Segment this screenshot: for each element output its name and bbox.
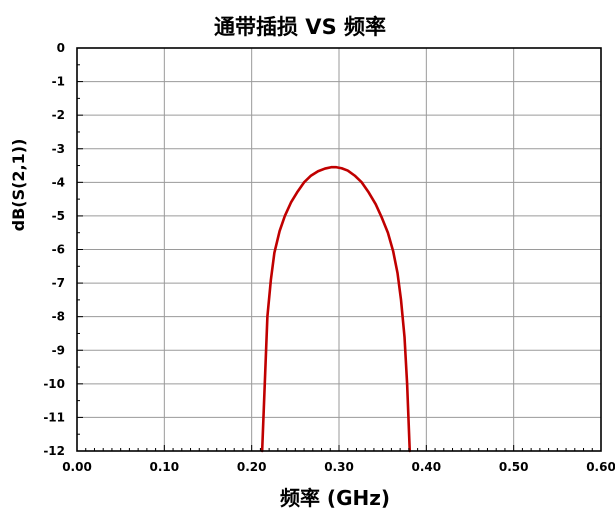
x-tick-label: 0.20 xyxy=(237,460,267,474)
x-tick-label: 0.10 xyxy=(150,460,180,474)
y-axis-label: dB(S(2,1)) xyxy=(9,139,28,232)
x-tick-label: 0.00 xyxy=(62,460,92,474)
y-tick-label: -5 xyxy=(52,209,65,223)
x-tick-label: 0.40 xyxy=(412,460,442,474)
y-tick-label: -11 xyxy=(43,410,65,424)
y-tick-label: -2 xyxy=(52,108,65,122)
chart-title: 通带插损 VS 频率 xyxy=(214,15,386,39)
y-tick-label: -9 xyxy=(52,343,65,357)
y-tick-label: -4 xyxy=(52,175,65,189)
series-layer xyxy=(260,165,412,453)
x-tick-label: 0.50 xyxy=(499,460,529,474)
y-tick-label: -7 xyxy=(52,276,65,290)
x-tick-labels: 0.00 0.10 0.20 0.30 0.40 0.50 0.60 xyxy=(62,460,615,474)
y-tick-label: -6 xyxy=(52,243,65,257)
y-tick-label: -12 xyxy=(43,444,65,458)
y-tick-label: -8 xyxy=(52,310,65,324)
y-tick-label: -10 xyxy=(43,377,65,391)
y-tick-label: -1 xyxy=(52,75,65,89)
y-tick-label: 0 xyxy=(57,41,65,55)
x-tick-label: 0.60 xyxy=(586,460,615,474)
y-tick-label: -3 xyxy=(52,142,65,156)
grid xyxy=(77,48,601,451)
series-line xyxy=(260,165,412,453)
x-tick-label: 0.30 xyxy=(324,460,354,474)
x-axis-label: 频率 (GHz) xyxy=(280,486,390,510)
tick-marks xyxy=(76,47,602,452)
y-tick-labels: 0 -1 -2 -3 -4 -5 -6 -7 -8 -9 -10 -11 -12 xyxy=(43,41,65,458)
